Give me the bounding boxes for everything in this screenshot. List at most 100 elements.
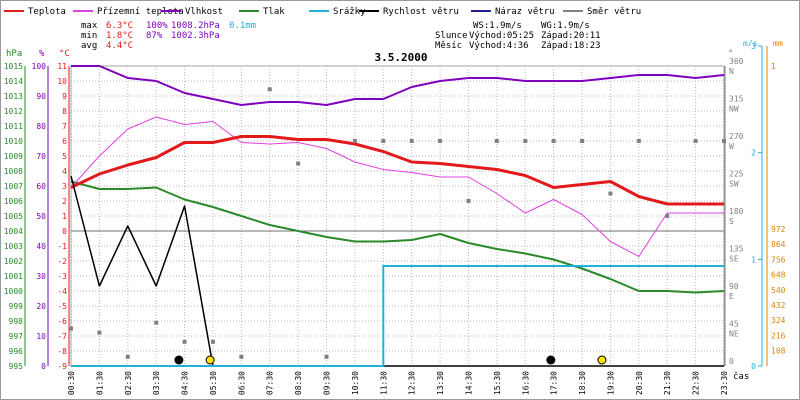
- ms-tick-label: 2: [751, 149, 756, 158]
- pct-tick-label: 70: [36, 152, 46, 161]
- chart-title: 3.5.2000: [375, 51, 428, 64]
- stat-max-press: 1008.2hPa: [171, 21, 220, 31]
- dir-tick-name: S: [729, 217, 734, 226]
- time-tick-label: 22:30: [692, 371, 701, 395]
- pct-tick-label: 60: [36, 182, 46, 191]
- wind-direction-point: [239, 354, 244, 359]
- moon-label: Měsíc: [435, 41, 462, 51]
- axis-title-mm: mm: [773, 39, 783, 48]
- time-tick-label: 14:30: [464, 371, 473, 395]
- legend-label: Rychlost větru: [383, 7, 459, 17]
- legend-label: Směr větru: [587, 7, 641, 17]
- hpa-tick-label: 1012: [4, 107, 23, 116]
- time-tick-label: 01:30: [95, 371, 104, 395]
- time-tick-label: 10:30: [351, 371, 360, 395]
- mm-tick-label: 864: [771, 240, 786, 249]
- dir-tick-degree: 225: [729, 170, 744, 179]
- time-tick-label: 08:30: [294, 371, 303, 395]
- hpa-tick-label: 1002: [4, 257, 23, 266]
- time-tick-label: 18:30: [578, 371, 587, 395]
- axes: 1015101410131012101110101009100810071006…: [4, 42, 786, 395]
- axis-title-degc: °C: [59, 49, 70, 59]
- time-tick-label: 15:30: [493, 371, 502, 395]
- hpa-tick-label: 996: [9, 347, 24, 356]
- hpa-tick-label: 1000: [4, 287, 23, 296]
- wind-direction-point: [409, 139, 414, 143]
- mm-tick-label: 108: [771, 347, 786, 356]
- wind-direction-point: [267, 87, 272, 92]
- time-tick-label: 20:30: [635, 371, 644, 395]
- ms-tick-label: 0: [751, 362, 756, 371]
- axis-title-pct: %: [39, 49, 45, 59]
- hpa-tick-label: 1010: [4, 137, 23, 146]
- dir-tick-name: SE: [729, 255, 739, 264]
- pressure-line: [70, 180, 725, 294]
- temp-tick-label: -3: [57, 272, 67, 281]
- dir-tick-degree: 45: [729, 320, 739, 329]
- dir-tick-degree: 360: [729, 57, 744, 66]
- wind-direction-point: [722, 139, 726, 143]
- hpa-tick-label: 995: [9, 362, 24, 371]
- mm-tick-label: 432: [771, 301, 786, 310]
- time-tick-label: 04:30: [181, 371, 190, 395]
- sun-set: Západ:20:11: [541, 31, 601, 41]
- temp-tick-label: 6: [62, 137, 67, 146]
- legend-label: Přízemní teplota: [97, 7, 184, 17]
- dir-tick-degree: 90: [729, 282, 739, 291]
- time-tick-label: 05:30: [209, 371, 218, 395]
- hpa-tick-label: 1008: [4, 167, 23, 176]
- wind-speed-line: [70, 175, 724, 367]
- pct-tick-label: 40: [36, 242, 46, 251]
- legend-label: Náraz větru: [495, 7, 555, 17]
- wind-direction-point: [210, 339, 215, 344]
- temp-tick-label: 3: [62, 182, 67, 191]
- sun-label: Slunce: [435, 31, 468, 41]
- stat-min-press: 1002.3hPa: [171, 31, 220, 41]
- sun-rise: Východ:05:25: [469, 31, 534, 41]
- wind-direction-point: [296, 161, 301, 166]
- grid: [70, 65, 725, 367]
- time-tick-label: 06:30: [237, 371, 246, 395]
- wind-direction-point: [580, 139, 585, 143]
- time-tick-label: 02:30: [124, 371, 133, 395]
- astro-block: WS:1.9m/s WG:1.9m/s Slunce Východ:05:25 …: [435, 21, 601, 51]
- mm-tick-label: 324: [771, 316, 786, 325]
- mm-tick-label: 540: [771, 286, 786, 295]
- hpa-tick-label: 999: [9, 302, 24, 311]
- stat-min-hum: 87%: [146, 31, 163, 41]
- pct-tick-label: 10: [36, 332, 46, 341]
- stat-max-rain: 0.1mm: [229, 21, 256, 31]
- temp-tick-label: 4: [62, 167, 67, 176]
- ground-temp-line: [70, 116, 724, 257]
- wind-direction-point: [352, 139, 357, 143]
- wind-direction-point: [551, 139, 556, 143]
- wind-direction-point: [154, 320, 159, 325]
- hpa-tick-label: 1015: [4, 62, 23, 71]
- time-tick-label: 03:30: [152, 371, 161, 395]
- mm-tick-label: 216: [771, 331, 786, 340]
- temp-tick-label: 7: [62, 122, 67, 131]
- temp-tick-label: -4: [57, 287, 67, 296]
- dir-tick-name: W: [729, 142, 734, 151]
- hpa-tick-label: 1001: [4, 272, 23, 281]
- dir-tick-name: SW: [729, 180, 739, 189]
- rain-line: [71, 265, 724, 367]
- stat-min-temp: 1.8°C: [106, 31, 133, 41]
- temp-tick-label: 5: [62, 152, 67, 161]
- hpa-tick-label: 1003: [4, 242, 23, 251]
- mm-tick-label: 756: [771, 255, 786, 264]
- temp-tick-label: 11: [57, 62, 67, 71]
- ms-tick-label: 1: [751, 255, 756, 264]
- stat-avg-temp: 4.4°C: [106, 41, 133, 51]
- wind-direction-point: [125, 354, 130, 359]
- astro-marker: [174, 355, 184, 365]
- dir-tick-degree: 135: [729, 245, 744, 254]
- dir-tick-degree: 315: [729, 95, 744, 104]
- dir-tick-name: E: [729, 292, 734, 301]
- astro-marker: [205, 355, 215, 365]
- wind-direction-point: [608, 191, 613, 196]
- hpa-tick-label: 1006: [4, 197, 23, 206]
- legend-label: Tlak: [263, 7, 285, 17]
